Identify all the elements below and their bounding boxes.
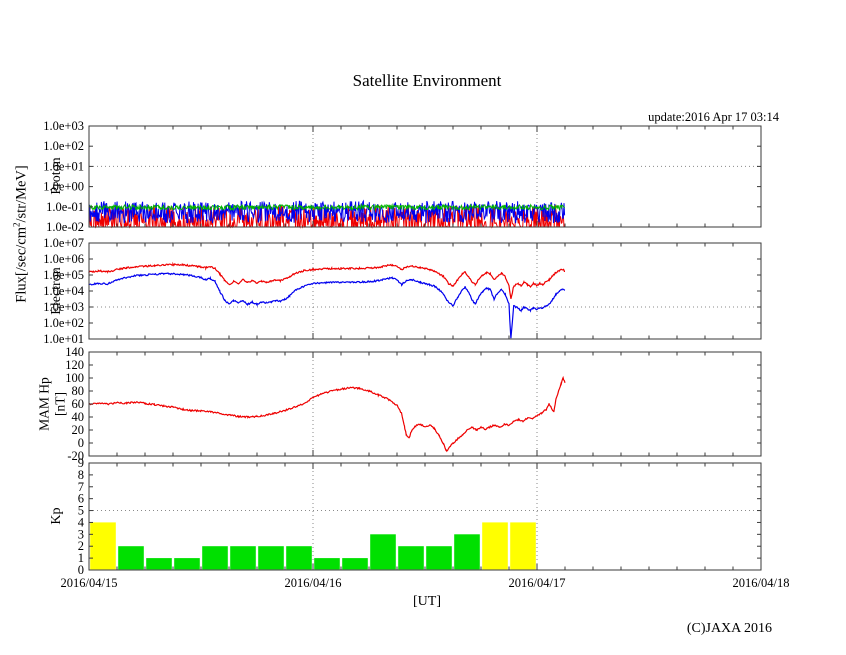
flux-axis-label: Flux[/sec/cm2/str/MeV] — [12, 165, 31, 302]
proton-axis-label: Proton — [49, 157, 64, 195]
kp-bar — [342, 558, 368, 570]
mam-panel-frame — [88, 351, 762, 457]
kp-bar — [426, 546, 452, 570]
kp-bar — [454, 534, 480, 570]
mam-axis-label: MAM Hp [nT] — [36, 377, 67, 431]
mam-ytick-label: 20 — [72, 423, 85, 437]
kp-ytick-label: 2 — [78, 539, 84, 553]
proton-ytick-label: 1.0e+01 — [43, 159, 84, 173]
kp-bar — [230, 546, 256, 570]
kp-panel-frame — [88, 462, 762, 571]
mam-ytick-label: 60 — [72, 397, 85, 411]
xtick-date-label: 2016/04/15 — [61, 576, 118, 590]
mam-axis-label-line1: MAM Hp — [36, 377, 52, 431]
xtick-date-label: 2016/04/16 — [285, 576, 342, 590]
kp-ytick-label: 9 — [78, 456, 84, 470]
kp-ytick-label: 7 — [78, 480, 84, 494]
kp-ytick-label: 0 — [78, 563, 84, 577]
kp-bar — [482, 522, 508, 570]
flux-axis-label-sup: 2 — [11, 222, 22, 227]
kp-ytick-label: 5 — [78, 504, 84, 518]
mam-ytick-label: 120 — [65, 358, 84, 372]
electron-axis-label: Electron — [49, 267, 64, 315]
kp-bar — [398, 546, 424, 570]
electron-ytick-label: 1.0e+07 — [43, 236, 84, 250]
proton-ytick-label: 1.0e-01 — [46, 200, 84, 214]
proton-ytick-label: 1.0e+03 — [43, 119, 84, 133]
page-title: Satellite Environment — [352, 71, 502, 90]
kp-bar — [286, 546, 312, 570]
electron-panel-frame — [88, 242, 762, 340]
kp-bar — [370, 534, 396, 570]
electron-trace-blue — [88, 272, 566, 339]
kp-bar — [90, 522, 116, 570]
kp-ytick-label: 8 — [78, 468, 84, 482]
proton-ytick-label: 1.0e-02 — [46, 220, 84, 234]
proton-ytick-label: 1.0e+02 — [43, 139, 84, 153]
kp-ytick-label: 6 — [78, 492, 84, 506]
kp-bar — [202, 546, 228, 570]
xtick-date-label: 2016/04/18 — [733, 576, 790, 590]
mam-ytick-label: 0 — [78, 436, 84, 450]
electron-ytick-label: 1.0e+02 — [43, 316, 84, 330]
mam-ytick-label: 100 — [65, 371, 84, 385]
time-axis-label: [UT] — [413, 594, 441, 609]
copyright-text: (C)JAXA 2016 — [686, 621, 772, 636]
mam-ytick-label: 140 — [65, 345, 84, 359]
electron-trace-red — [88, 261, 565, 299]
flux-axis-label-post: /str/MeV] — [13, 165, 30, 223]
update-timestamp: update:2016 Apr 17 03:14 — [648, 110, 779, 124]
kp-axis-label: Kp — [49, 507, 64, 525]
flux-axis-label-pre: Flux[/sec/cm — [13, 226, 30, 303]
proton-ytick-label: 1.0e+00 — [43, 180, 84, 194]
kp-ytick-label: 1 — [78, 551, 84, 565]
mam-ytick-label: 40 — [72, 410, 85, 424]
kp-bar — [174, 558, 200, 570]
kp-bar — [146, 558, 172, 570]
kp-bar — [314, 558, 340, 570]
electron-ytick-label: 1.0e+06 — [43, 252, 84, 266]
electron-ytick-label: 1.0e+01 — [43, 332, 84, 346]
kp-ytick-label: 3 — [78, 527, 84, 541]
mam-ytick-label: -20 — [67, 449, 84, 463]
electron-ytick-label: 1.0e+04 — [43, 284, 84, 298]
kp-bar — [510, 522, 536, 570]
kp-bar — [258, 546, 284, 570]
electron-ytick-label: 1.0e+05 — [43, 268, 84, 282]
mam-ytick-label: 80 — [72, 384, 85, 398]
kp-bar — [118, 546, 144, 570]
mam-axis-label-line2: [nT] — [52, 392, 67, 417]
xtick-date-label: 2016/04/17 — [509, 576, 566, 590]
electron-ytick-label: 1.0e+03 — [43, 300, 84, 314]
proton-trace-green — [88, 203, 565, 212]
mam-hp-trace — [88, 375, 566, 453]
kp-ytick-label: 4 — [78, 515, 85, 529]
